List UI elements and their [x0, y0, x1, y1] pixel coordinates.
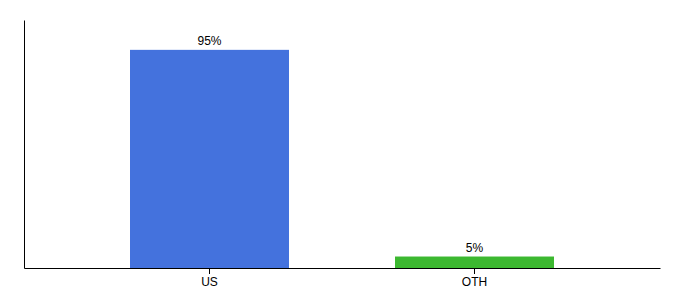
x-tick-mark: [474, 268, 475, 274]
x-axis: US OTH: [25, 268, 661, 289]
bars: [130, 50, 554, 268]
data-label: 95%: [197, 34, 221, 48]
y-axis-line: [24, 21, 25, 269]
plot: US OTH 95% 5%: [25, 21, 661, 289]
bar: [395, 257, 554, 268]
data-label: 5%: [466, 241, 484, 255]
x-tick-label: OTH: [462, 275, 487, 289]
data-labels: 95% 5%: [197, 34, 483, 255]
bar: [130, 50, 289, 268]
x-tick: OTH: [462, 268, 487, 289]
y-axis: [24, 21, 25, 269]
x-tick-mark: [209, 268, 210, 274]
x-tick: US: [201, 268, 218, 289]
chart: US OTH 95% 5%: [0, 0, 680, 300]
x-axis-line: [25, 268, 661, 269]
x-tick-label: US: [201, 275, 218, 289]
